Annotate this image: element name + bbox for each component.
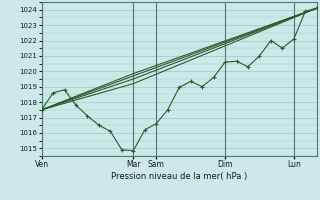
X-axis label: Pression niveau de la mer( hPa ): Pression niveau de la mer( hPa ) [111,172,247,181]
